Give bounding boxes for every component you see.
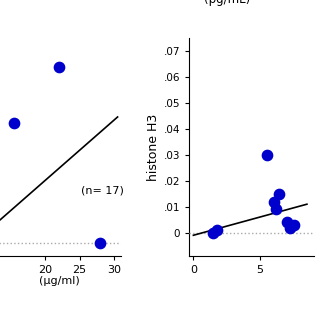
Point: [264, 152, 269, 157]
Point: [276, 191, 281, 196]
Point: [287, 225, 292, 230]
Point: [211, 230, 216, 235]
Y-axis label: histone H3: histone H3: [147, 114, 160, 181]
Text: (n= 17): (n= 17): [81, 186, 124, 196]
Point: [98, 240, 103, 245]
Point: [215, 228, 220, 233]
Point: [271, 199, 276, 204]
Text: (pg/mL): (pg/mL): [204, 0, 250, 6]
X-axis label: (μg/ml): (μg/ml): [38, 276, 79, 286]
Point: [56, 65, 61, 70]
Point: [284, 220, 290, 225]
Point: [291, 222, 296, 228]
Point: [274, 207, 279, 212]
Point: [12, 120, 17, 125]
